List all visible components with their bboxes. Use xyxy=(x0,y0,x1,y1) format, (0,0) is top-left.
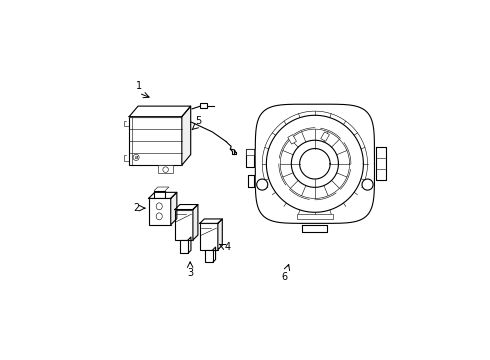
Bar xyxy=(175,210,193,240)
Polygon shape xyxy=(248,175,254,187)
Polygon shape xyxy=(376,147,386,180)
Text: 2: 2 xyxy=(133,203,139,213)
Polygon shape xyxy=(200,219,222,223)
Bar xyxy=(180,240,188,253)
Bar xyxy=(205,250,213,262)
Polygon shape xyxy=(175,204,198,210)
Bar xyxy=(245,149,254,156)
Polygon shape xyxy=(245,149,254,167)
Text: ø: ø xyxy=(134,155,138,160)
Polygon shape xyxy=(182,106,191,165)
Bar xyxy=(321,132,329,141)
Bar xyxy=(200,103,207,108)
Polygon shape xyxy=(255,104,374,223)
Polygon shape xyxy=(302,225,327,232)
Bar xyxy=(297,214,333,219)
Polygon shape xyxy=(171,192,177,225)
Polygon shape xyxy=(148,192,177,198)
Bar xyxy=(148,198,171,225)
Bar xyxy=(129,117,182,165)
Bar xyxy=(158,165,173,174)
Circle shape xyxy=(362,179,373,190)
Text: 3: 3 xyxy=(187,268,193,278)
Polygon shape xyxy=(218,219,222,250)
Bar xyxy=(200,223,218,250)
Text: 1: 1 xyxy=(136,81,142,91)
Text: 6: 6 xyxy=(281,273,288,283)
Ellipse shape xyxy=(156,203,162,210)
Polygon shape xyxy=(193,204,198,240)
Circle shape xyxy=(257,179,268,190)
Ellipse shape xyxy=(156,213,162,220)
Bar xyxy=(288,135,296,144)
Polygon shape xyxy=(154,187,169,191)
Text: 4: 4 xyxy=(224,242,231,252)
Polygon shape xyxy=(129,106,191,117)
Text: 5: 5 xyxy=(196,116,201,126)
Ellipse shape xyxy=(133,154,139,161)
